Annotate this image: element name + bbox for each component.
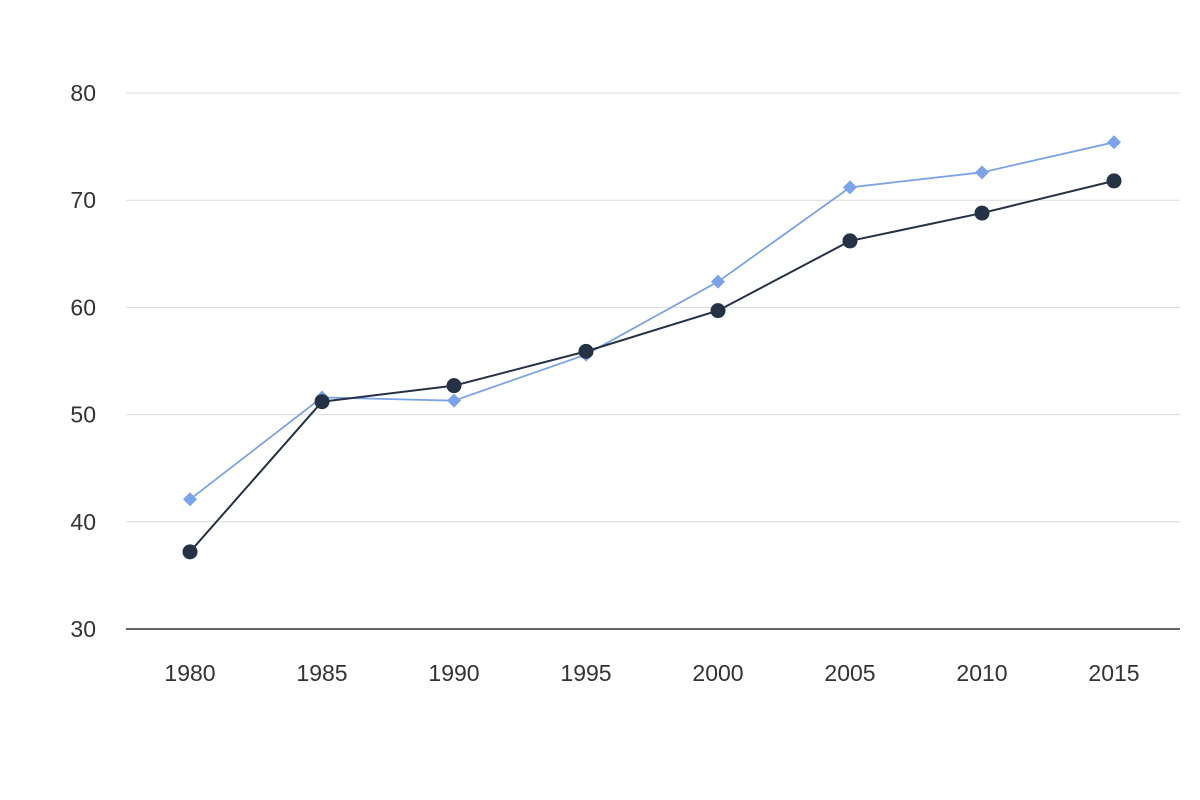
x-tick-label: 2005 <box>824 660 875 686</box>
data-point-circle <box>578 343 594 359</box>
data-point-diamond <box>843 180 857 195</box>
data-point-circle <box>446 378 462 394</box>
y-tick-label: 30 <box>70 616 96 642</box>
x-tick-label: 2000 <box>692 660 743 686</box>
x-tick-label: 2010 <box>956 660 1007 686</box>
y-tick-label: 50 <box>70 402 96 428</box>
x-axis-tick-labels: 1980 1985 1990 1995 2000 2005 2010 2015 <box>164 660 1139 686</box>
y-tick-label: 40 <box>70 509 96 535</box>
data-point-circle <box>710 303 726 319</box>
data-point-diamond <box>975 165 989 180</box>
x-tick-label: 1985 <box>296 660 347 686</box>
data-point-circle <box>974 205 990 221</box>
y-tick-label: 80 <box>70 80 96 106</box>
data-point-circle <box>182 544 198 560</box>
data-point-circle <box>1106 173 1122 189</box>
y-axis-tick-labels: 30 40 50 60 70 80 <box>70 80 96 642</box>
series-diamond <box>183 135 1121 507</box>
data-point-diamond <box>183 492 197 507</box>
series-line-diamond <box>189 141 1115 501</box>
y-tick-label: 60 <box>70 294 96 320</box>
x-tick-label: 2015 <box>1088 660 1139 686</box>
x-tick-label: 1995 <box>560 660 611 686</box>
series-line-circle <box>189 179 1115 553</box>
data-point-circle <box>314 394 330 410</box>
data-point-diamond <box>1107 135 1121 150</box>
data-point-diamond <box>711 274 725 289</box>
x-tick-label: 1990 <box>428 660 479 686</box>
y-tick-label: 70 <box>70 187 96 213</box>
x-tick-label: 1980 <box>164 660 215 686</box>
data-point-circle <box>842 233 858 249</box>
data-point-diamond <box>447 393 461 408</box>
series-layer <box>182 135 1122 560</box>
gridlines <box>126 92 1180 523</box>
series-circle <box>182 173 1122 560</box>
